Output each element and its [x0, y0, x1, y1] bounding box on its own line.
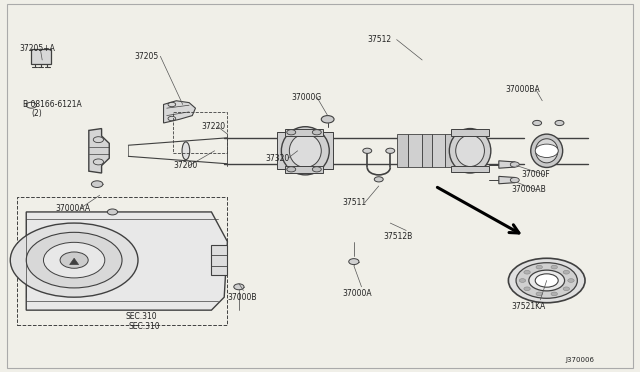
Text: 37511: 37511 [342, 198, 367, 207]
Circle shape [524, 287, 531, 291]
Text: 37205+A: 37205+A [20, 44, 56, 53]
Ellipse shape [531, 134, 563, 167]
Text: SEC.310: SEC.310 [129, 322, 160, 331]
Ellipse shape [182, 142, 189, 160]
Circle shape [321, 116, 334, 123]
Circle shape [519, 279, 525, 282]
Text: 37512B: 37512B [384, 231, 413, 241]
Text: 37521KA: 37521KA [511, 302, 546, 311]
Text: 37000F: 37000F [521, 170, 550, 179]
Polygon shape [89, 129, 109, 173]
Circle shape [312, 130, 321, 135]
Circle shape [10, 223, 138, 297]
Bar [310, 132, 319, 169]
Bar [445, 134, 456, 167]
Text: 37320: 37320 [266, 154, 290, 163]
Text: SEC.310: SEC.310 [125, 312, 157, 321]
Circle shape [536, 292, 543, 296]
Ellipse shape [289, 134, 321, 167]
Circle shape [532, 121, 541, 126]
Text: 37000A: 37000A [342, 289, 372, 298]
Circle shape [563, 287, 570, 291]
Bar [397, 134, 408, 167]
Polygon shape [26, 212, 227, 310]
Circle shape [374, 177, 383, 182]
Circle shape [60, 252, 88, 268]
Circle shape [551, 265, 557, 269]
Text: 37000AA: 37000AA [55, 204, 90, 213]
Bar [211, 245, 227, 275]
Text: J370006: J370006 [566, 357, 595, 363]
Circle shape [529, 270, 564, 291]
Bar [285, 129, 323, 136]
Text: 37000G: 37000G [291, 93, 321, 102]
Circle shape [508, 258, 585, 303]
Text: 37200: 37200 [173, 161, 197, 170]
Circle shape [312, 167, 321, 172]
Text: B 08166-6121A: B 08166-6121A [23, 100, 82, 109]
Bar [408, 134, 422, 167]
Text: 37000BA: 37000BA [505, 85, 540, 94]
Circle shape [551, 292, 557, 296]
Bar [319, 132, 333, 169]
Ellipse shape [536, 139, 558, 163]
Bar [31, 49, 51, 64]
Circle shape [563, 270, 570, 274]
Circle shape [108, 209, 118, 215]
Polygon shape [499, 161, 516, 168]
Circle shape [386, 148, 395, 153]
Text: 37000AB: 37000AB [511, 185, 547, 194]
Text: 37205: 37205 [135, 52, 159, 61]
Bar [285, 166, 323, 173]
Ellipse shape [449, 129, 491, 173]
Text: (2): (2) [31, 109, 42, 118]
Circle shape [510, 177, 519, 183]
Polygon shape [70, 258, 79, 264]
Circle shape [524, 270, 531, 274]
Circle shape [92, 181, 103, 187]
Bar [17, 197, 227, 325]
Text: B: B [27, 103, 31, 108]
Circle shape [510, 162, 519, 167]
Ellipse shape [282, 127, 329, 175]
Bar [456, 134, 469, 167]
Text: 37220: 37220 [202, 122, 226, 131]
Bar [173, 112, 227, 153]
Circle shape [535, 144, 558, 157]
Circle shape [349, 259, 359, 264]
Circle shape [26, 232, 122, 288]
Text: 37000B: 37000B [227, 293, 257, 302]
Circle shape [516, 263, 577, 298]
Bar [422, 134, 433, 167]
Polygon shape [499, 176, 516, 184]
Circle shape [363, 148, 372, 153]
Bar [451, 166, 489, 172]
Bar [276, 132, 289, 169]
Bar [298, 132, 310, 169]
Bar [289, 132, 298, 169]
Circle shape [555, 121, 564, 126]
Bar [451, 129, 489, 136]
Circle shape [535, 274, 558, 287]
Bar [433, 134, 445, 167]
Circle shape [568, 279, 574, 282]
Circle shape [234, 284, 244, 290]
Polygon shape [164, 101, 195, 123]
Circle shape [26, 102, 36, 108]
Ellipse shape [456, 135, 484, 167]
Circle shape [287, 167, 296, 172]
Circle shape [287, 130, 296, 135]
Circle shape [44, 242, 105, 278]
Circle shape [536, 265, 543, 269]
Text: 37512: 37512 [368, 35, 392, 44]
